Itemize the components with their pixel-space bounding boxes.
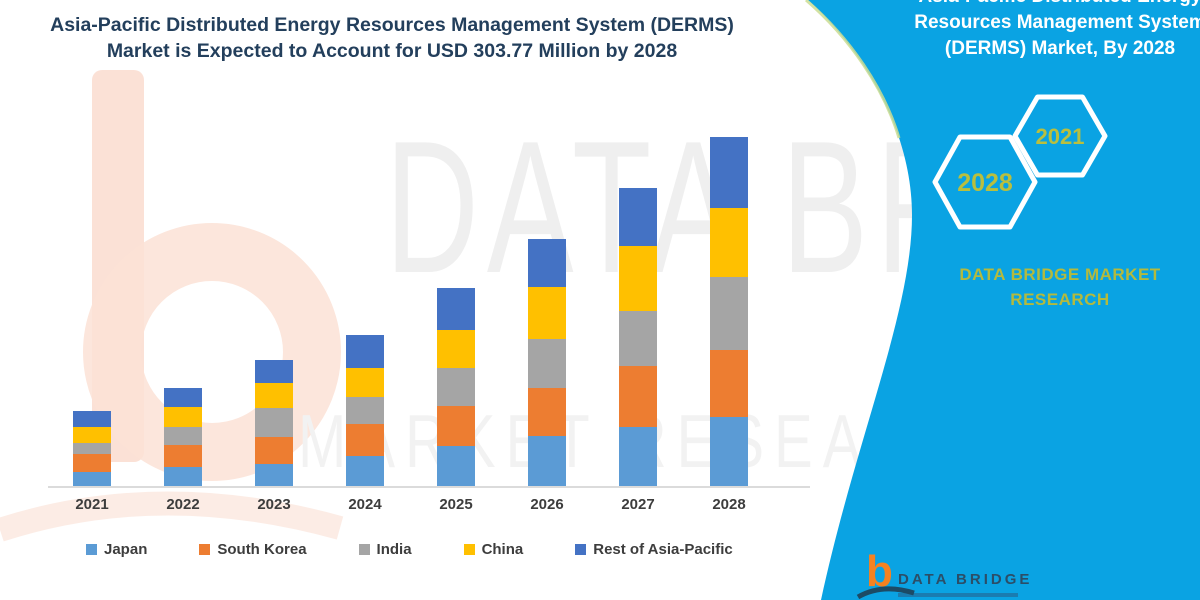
x-axis-label-2026: 2026 [530, 496, 564, 513]
legend-swatch [358, 544, 370, 555]
side-panel-title-line1: Asia-Pacific Distributed Energy [895, 0, 1200, 10]
footer-logo-brand: DATA BRIDGE [898, 571, 1033, 588]
x-axis-line [48, 486, 810, 488]
hexagon-2028 [932, 134, 1038, 230]
hexagon-2021 [1012, 94, 1108, 178]
x-axis-label-2025: 2025 [439, 496, 473, 513]
chart-title: Asia-Pacific Distributed Energy Resource… [20, 12, 764, 64]
hexagon-year-2021: 2021 [1036, 124, 1085, 149]
side-panel-title-line3: (DERMS) Market, By 2028 [944, 38, 1176, 59]
bar-segment-india [619, 311, 657, 366]
x-axis-label-2027: 2027 [621, 496, 655, 513]
legend-item-rest-of-asia-pacific: Rest of Asia-Pacific [575, 541, 733, 558]
footer-logo-b-glyph: b [866, 547, 893, 596]
bar-segment-south-korea [528, 388, 566, 436]
bar-segment-india [528, 339, 566, 388]
x-axis-label-2024: 2024 [348, 496, 382, 513]
bar-segment-rest-of-asia-pacific [619, 188, 657, 246]
legend-label: South Korea [217, 541, 307, 558]
hexagon-year-2028: 2028 [957, 169, 1013, 197]
footer-logo: b DATA BRIDGE [850, 548, 1070, 600]
side-panel-brand-line2: RESEARCH [1010, 290, 1110, 309]
legend-item-japan: Japan [86, 541, 147, 558]
footer-logo-underline [898, 593, 1018, 597]
bar-segment-rest-of-asia-pacific [437, 288, 475, 330]
chart-title-line1: Asia-Pacific Distributed Energy Resource… [50, 14, 734, 36]
legend-swatch [463, 544, 475, 555]
chart-legend: Japan South Korea India China Rest of Asia-P… [86, 541, 733, 558]
stacked-bar-2025 [437, 288, 475, 486]
bar-segment-japan [528, 436, 566, 486]
legend-item-china: China [463, 541, 524, 558]
legend-label: Rest of Asia-Pacific [593, 541, 733, 558]
bar-segment-japan [710, 417, 748, 486]
bar-segment-south-korea [346, 424, 384, 456]
side-panel-edge-accent [805, 0, 901, 139]
bar-segment-japan [437, 446, 475, 486]
footer-logo-swoosh-icon [856, 586, 915, 600]
bar-segment-rest-of-asia-pacific [528, 239, 566, 287]
bar-segment-china [710, 208, 748, 277]
bar-segment-south-korea [619, 366, 657, 427]
chart-title-line2: Market is Expected to Account for USD 30… [106, 40, 678, 62]
bar-segment-india [437, 368, 475, 406]
bar-segment-japan [619, 427, 657, 486]
side-panel-brand-line1: DATA BRIDGE MARKET [959, 265, 1161, 284]
legend-item-south-korea: South Korea [199, 541, 307, 558]
bar-segment-south-korea [437, 406, 475, 446]
bar-segment-rest-of-asia-pacific [346, 335, 384, 368]
bar-segment-china [346, 368, 384, 397]
stacked-bar-2026 [528, 239, 566, 486]
legend-item-india: India [358, 541, 412, 558]
bar-segment-rest-of-asia-pacific [710, 137, 748, 208]
legend-swatch [86, 544, 97, 555]
side-panel-brand: DATA BRIDGE MARKET RESEARCH [930, 262, 1190, 312]
bar-segment-china [528, 287, 566, 339]
legend-label: Japan [104, 541, 148, 558]
stacked-bar-2027 [619, 188, 657, 486]
side-panel-title-line2: Resources Management System [914, 12, 1200, 33]
bar-segment-china [437, 330, 475, 368]
legend-label: China [481, 541, 524, 558]
side-panel-background [808, 0, 1200, 600]
bar-segment-china [619, 246, 657, 311]
bar-segment-india [710, 277, 748, 350]
bar-segment-india [346, 397, 384, 424]
stacked-bar-2024 [346, 335, 384, 486]
bar-segment-south-korea [710, 350, 748, 417]
legend-label: India [376, 541, 412, 558]
legend-swatch [575, 544, 587, 555]
stacked-bar-2028 [710, 137, 748, 486]
bar-segment-japan [346, 456, 384, 486]
legend-swatch [199, 544, 211, 555]
x-axis-label-2028: 2028 [712, 496, 746, 513]
side-panel-title: Asia-Pacific Distributed Energy Resource… [895, 0, 1200, 62]
